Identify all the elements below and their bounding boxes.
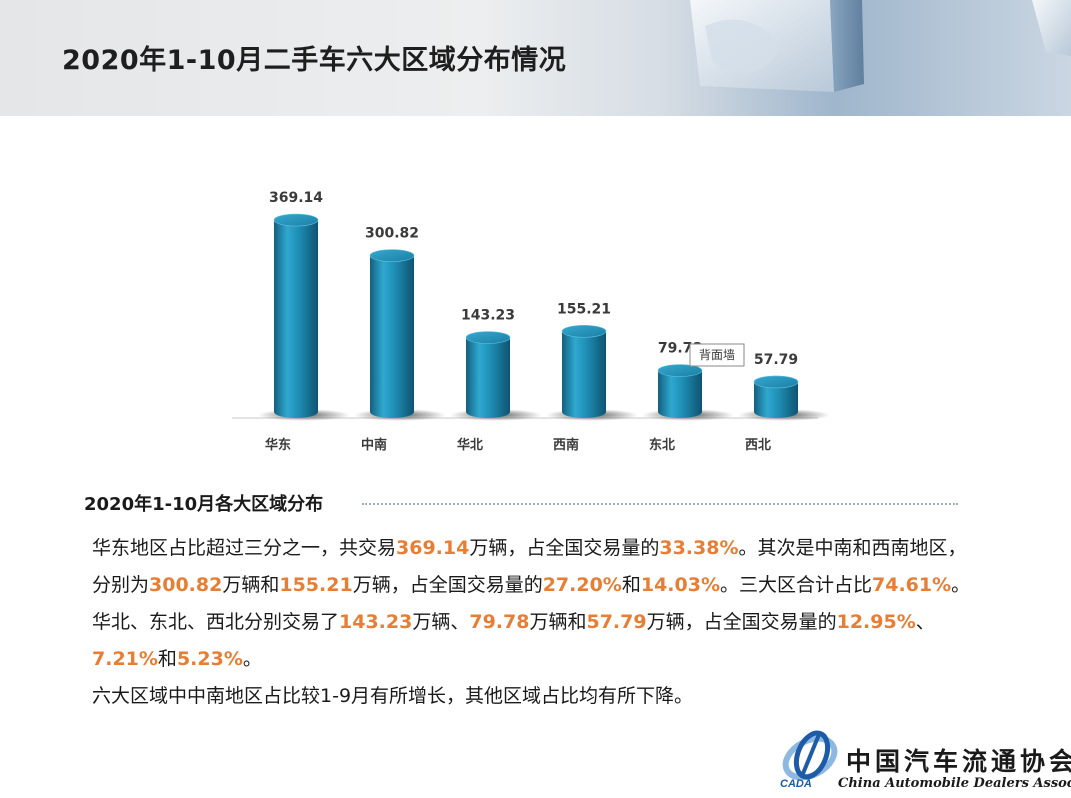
heading-divider [362,503,958,505]
bar-西北 [738,375,830,421]
bar-东北 [642,364,734,421]
category-label: 西南 [553,437,579,453]
highlight-value: 14.03% [640,574,720,596]
bar-中南 [354,249,446,421]
summary-segment: 。其次是中南和西南地区，分别为 [92,537,967,596]
bar-top [369,249,415,262]
bar-body [562,331,606,418]
bar-body [274,220,318,418]
bar-body [466,337,510,418]
highlight-value: 155.21 [279,574,353,596]
highlight-value: 57.79 [586,611,647,633]
logo-abbr: CADA [780,778,812,790]
bar-top [561,324,607,338]
summary-segment: 。三大区合计占比 [720,574,873,596]
bar-chart: 369.14 华东 300.82 中南 143.23 华北 155.21 西南 79.78 东北 5… [0,116,1071,476]
summary-segment: 。 [242,648,262,670]
bar-body [754,381,798,418]
category-label: 华北 [457,437,483,453]
chart-canvas: 369.14华东300.82中南143.23华北155.21西南79.78东北5… [232,190,830,453]
summary-segment: 万辆，占全国交易量的 [646,611,837,633]
section-heading: 2020年1-10月各大区域分布 [84,494,324,515]
summary-segment: 万辆和 [222,574,280,596]
decorative-cubes [690,0,1071,92]
bar-body [370,255,414,418]
header-banner: 2020年1-10月二手车六大区域分布情况 [0,0,1071,116]
bar-西南 [546,324,638,421]
highlight-value: 143.23 [339,611,413,633]
data-label: 155.21 [557,301,611,317]
tooltip: 背面墙 [689,343,745,367]
bar-body [658,370,702,418]
summary-segment: 万辆，占全国交易量的 [469,537,660,559]
data-label: 369.14 [269,190,323,206]
summary-paragraph: 华东地区占比超过三分之一，共交易369.14万辆，占全国交易量的33.38%。其… [92,530,982,678]
summary-segment: 华东地区占比超过三分之一，共交易 [92,537,397,559]
bar-top [657,364,703,377]
summary-segment: 、 [915,611,935,633]
highlight-value: 79.78 [469,611,530,633]
summary-segment: 万辆、 [412,611,470,633]
highlight-value: 33.38% [659,537,739,559]
summary-note: 六大区域中中南地区占比较1-9月有所增长，其他区域占比均有所下降。 [92,685,694,707]
tooltip-text: 背面墙 [699,348,735,362]
highlight-value: 12.95% [836,611,916,633]
highlight-value: 5.23% [176,648,243,670]
cada-logo: CADA 中国汽车流通协会 China Automobile Dealers A… [776,724,1071,796]
category-label: 西北 [745,438,771,453]
logo-name-en: China Automobile Dealers Association [838,776,1071,791]
summary-segment: 。华北、东北、西北分别交易了 [92,574,971,633]
page-title: 2020年1-10月二手车六大区域分布情况 [62,45,567,76]
highlight-value: 74.61% [872,574,952,596]
highlight-value: 27.20% [542,574,622,596]
category-label: 东北 [649,437,675,453]
category-label: 中南 [361,437,387,453]
summary-segment: 万辆，占全国交易量的 [352,574,543,596]
summary-segment: 和 [157,648,177,670]
summary-text: 华东地区占比超过三分之一，共交易369.14万辆，占全国交易量的33.38%。其… [92,530,982,715]
data-label: 300.82 [365,226,419,242]
category-label: 华东 [265,437,291,453]
highlight-value: 300.82 [149,574,223,596]
highlight-value: 369.14 [396,537,470,559]
bar-华东 [258,213,350,421]
highlight-value: 7.21% [92,648,158,670]
data-label: 143.23 [461,308,515,324]
bar-top [273,213,319,227]
bar-top [753,375,799,389]
bar-top [465,331,511,344]
bar-华北 [450,331,542,421]
summary-segment: 万辆和 [529,611,587,633]
logo-name-cn: 中国汽车流通协会 [846,747,1071,776]
cada-emblem-icon [782,730,838,781]
data-label: 57.79 [754,352,798,368]
summary-segment: 和 [621,574,641,596]
